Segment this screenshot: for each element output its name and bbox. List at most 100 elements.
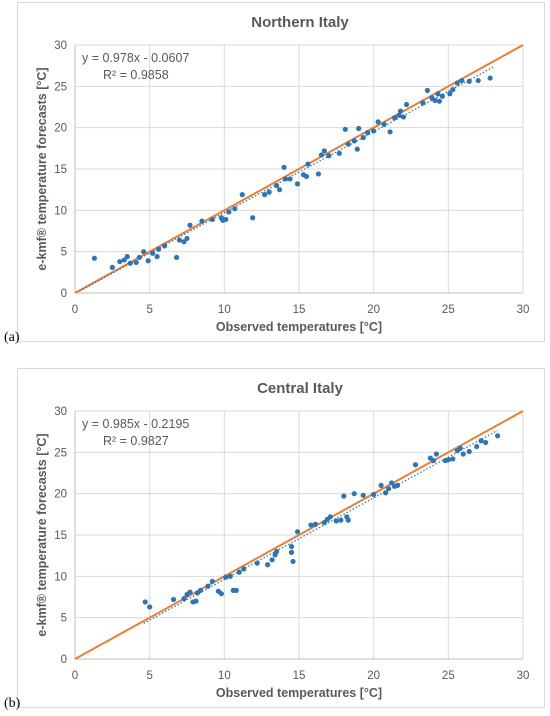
x-tick-label: 20 xyxy=(367,304,380,316)
data-point xyxy=(226,209,232,215)
data-point xyxy=(336,150,342,156)
tick-labels: 0 5 10 15 20 25 30 0 5 10 15 20 25 30 xyxy=(54,40,529,316)
trend-equation: y = 0.978x - 0.0607 xyxy=(82,51,189,65)
data-point xyxy=(269,557,275,563)
data-point xyxy=(154,254,160,260)
data-point xyxy=(460,451,466,457)
data-point xyxy=(142,599,148,605)
data-point xyxy=(375,119,381,125)
data-point xyxy=(170,596,177,603)
data-point xyxy=(288,549,295,555)
data-point xyxy=(445,457,451,463)
data-point xyxy=(381,121,387,127)
r-squared: R² = 0.9827 xyxy=(103,434,169,448)
y-tick-label: 15 xyxy=(54,530,67,542)
data-point xyxy=(124,254,130,260)
x-tick-label: 10 xyxy=(218,670,231,682)
data-point xyxy=(239,192,245,198)
data-point xyxy=(483,439,489,446)
x-tick-label: 5 xyxy=(146,304,152,316)
data-point xyxy=(141,249,147,255)
data-point xyxy=(265,562,271,568)
identity-line xyxy=(74,410,524,660)
data-point xyxy=(475,77,481,84)
data-point xyxy=(403,101,410,108)
x-tick-label: 0 xyxy=(72,304,78,316)
x-tick-label: 25 xyxy=(442,670,455,682)
data-point xyxy=(450,87,456,93)
data-point xyxy=(181,596,187,602)
identity-line xyxy=(74,44,524,294)
data-point xyxy=(433,451,439,457)
data-point xyxy=(312,521,319,527)
x-tick-label: 20 xyxy=(367,670,380,682)
data-point xyxy=(236,569,242,575)
data-point xyxy=(205,583,211,589)
data-point xyxy=(197,587,204,593)
data-point xyxy=(447,91,453,97)
data-point xyxy=(294,529,301,535)
x-tick-label: 25 xyxy=(442,304,455,316)
r-squared: R² = 0.9858 xyxy=(103,68,169,82)
data-point xyxy=(338,517,344,523)
y-tick-label: 30 xyxy=(54,406,67,418)
data-point xyxy=(276,187,283,193)
trend-equation: y = 0.985x - 0.2195 xyxy=(82,417,189,431)
x-tick-label: 15 xyxy=(293,670,306,682)
x-axis-label: Observed temperatures [°C] xyxy=(216,686,382,700)
data-point xyxy=(266,189,272,195)
data-point xyxy=(371,491,377,498)
chart-panel-b: 0 5 10 15 20 25 30 0 5 10 15 20 25 30 Central Italy y… xyxy=(0,366,550,716)
data-point xyxy=(233,587,239,593)
y-tick-label: 5 xyxy=(61,247,67,259)
data-point xyxy=(187,222,193,228)
data-point xyxy=(387,129,393,135)
y-tick-label: 15 xyxy=(54,164,67,176)
data-point xyxy=(250,215,256,221)
y-axis-label: e-kmf® temperature forecasts [°C] xyxy=(35,433,49,636)
data-point xyxy=(315,171,322,177)
y-axis-label: e-kmf® temperature forecasts [°C] xyxy=(35,67,49,270)
chart-frame xyxy=(17,368,545,708)
data-point xyxy=(254,560,260,566)
x-axis-label: Observed temperatures [°C] xyxy=(216,320,382,334)
data-point xyxy=(436,98,442,104)
x-tick-label: 5 xyxy=(146,670,152,682)
data-point xyxy=(321,148,327,154)
data-point xyxy=(91,255,98,261)
data-point xyxy=(466,78,472,84)
chart-title: Central Italy xyxy=(257,380,344,397)
data-point xyxy=(435,91,441,97)
x-tick-label: 10 xyxy=(218,304,231,316)
data-point xyxy=(459,77,465,84)
data-point xyxy=(439,93,445,99)
data-point xyxy=(181,239,187,245)
data-point xyxy=(187,589,193,595)
data-point xyxy=(378,482,384,488)
data-point xyxy=(223,216,229,223)
chart-title: Northern Italy xyxy=(251,14,349,31)
data-point xyxy=(117,258,123,265)
data-point xyxy=(294,181,301,187)
data-point xyxy=(147,604,153,610)
y-tick-label: 20 xyxy=(54,489,67,501)
data-point xyxy=(209,578,215,584)
data-point xyxy=(341,493,347,499)
data-point xyxy=(388,480,395,486)
data-point xyxy=(351,491,357,497)
y-tick-label: 5 xyxy=(61,613,67,625)
data-point xyxy=(454,80,460,86)
data-point xyxy=(109,264,115,270)
chart-panel-a: 0 5 10 15 20 25 30 0 5 10 15 20 25 30 Northern Italy … xyxy=(0,0,550,350)
data-point xyxy=(351,138,357,144)
x-tick-label: 30 xyxy=(517,670,530,682)
trend-line xyxy=(79,66,494,292)
data-point xyxy=(218,591,224,597)
data-point xyxy=(145,258,151,264)
data-point xyxy=(391,115,398,121)
data-point xyxy=(262,192,268,198)
data-point xyxy=(121,257,127,263)
data-point xyxy=(176,237,183,243)
tick-labels: 0 5 10 15 20 25 30 0 5 10 15 20 25 30 xyxy=(54,406,529,682)
